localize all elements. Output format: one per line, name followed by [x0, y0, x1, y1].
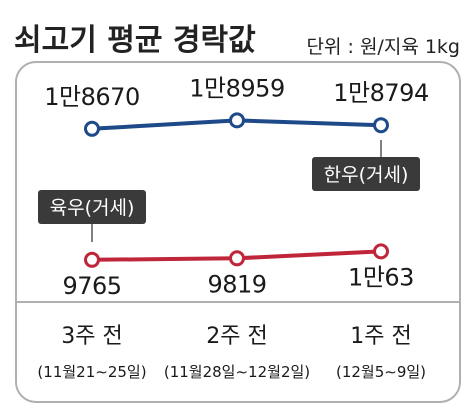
yukwoo-series-name: 육우(거세) — [50, 197, 135, 219]
hanwoo-value-label: 1만8794 — [333, 79, 428, 107]
yukwoo-value-label: 9765 — [62, 272, 121, 300]
hanwoo-point — [373, 117, 389, 134]
chart-frame — [15, 61, 461, 403]
x-tick-range: (11월28일∼12월2일) — [164, 363, 310, 381]
hanwoo-value-label: 1만8959 — [189, 74, 284, 102]
x-tick-range: (12월5∼9일) — [336, 363, 426, 381]
yukwoo-tag — [38, 190, 146, 224]
yukwoo-point — [373, 243, 389, 260]
unit-label: 단위 : 원/지육 1kg — [307, 36, 460, 58]
x-tick-label: 3주 전 — [61, 324, 122, 349]
yukwoo-point — [229, 250, 245, 267]
yukwoo-value-label: 1만63 — [348, 263, 414, 291]
hanwoo-series-name: 한우(거세) — [324, 164, 409, 186]
hanwoo-tag — [312, 157, 420, 191]
x-tick-range: (11월21∼25일) — [37, 363, 146, 381]
x-tick-label: 1주 전 — [350, 324, 411, 349]
hanwoo-value-label: 1만8670 — [44, 83, 139, 111]
chart-title: 쇠고기 평균 경락값 — [14, 23, 256, 58]
yukwoo-value-label: 9819 — [207, 270, 266, 298]
yukwoo-point — [84, 251, 100, 268]
hanwoo-point — [84, 120, 100, 137]
hanwoo-point — [229, 112, 245, 129]
x-tick-label: 2주 전 — [206, 324, 267, 349]
